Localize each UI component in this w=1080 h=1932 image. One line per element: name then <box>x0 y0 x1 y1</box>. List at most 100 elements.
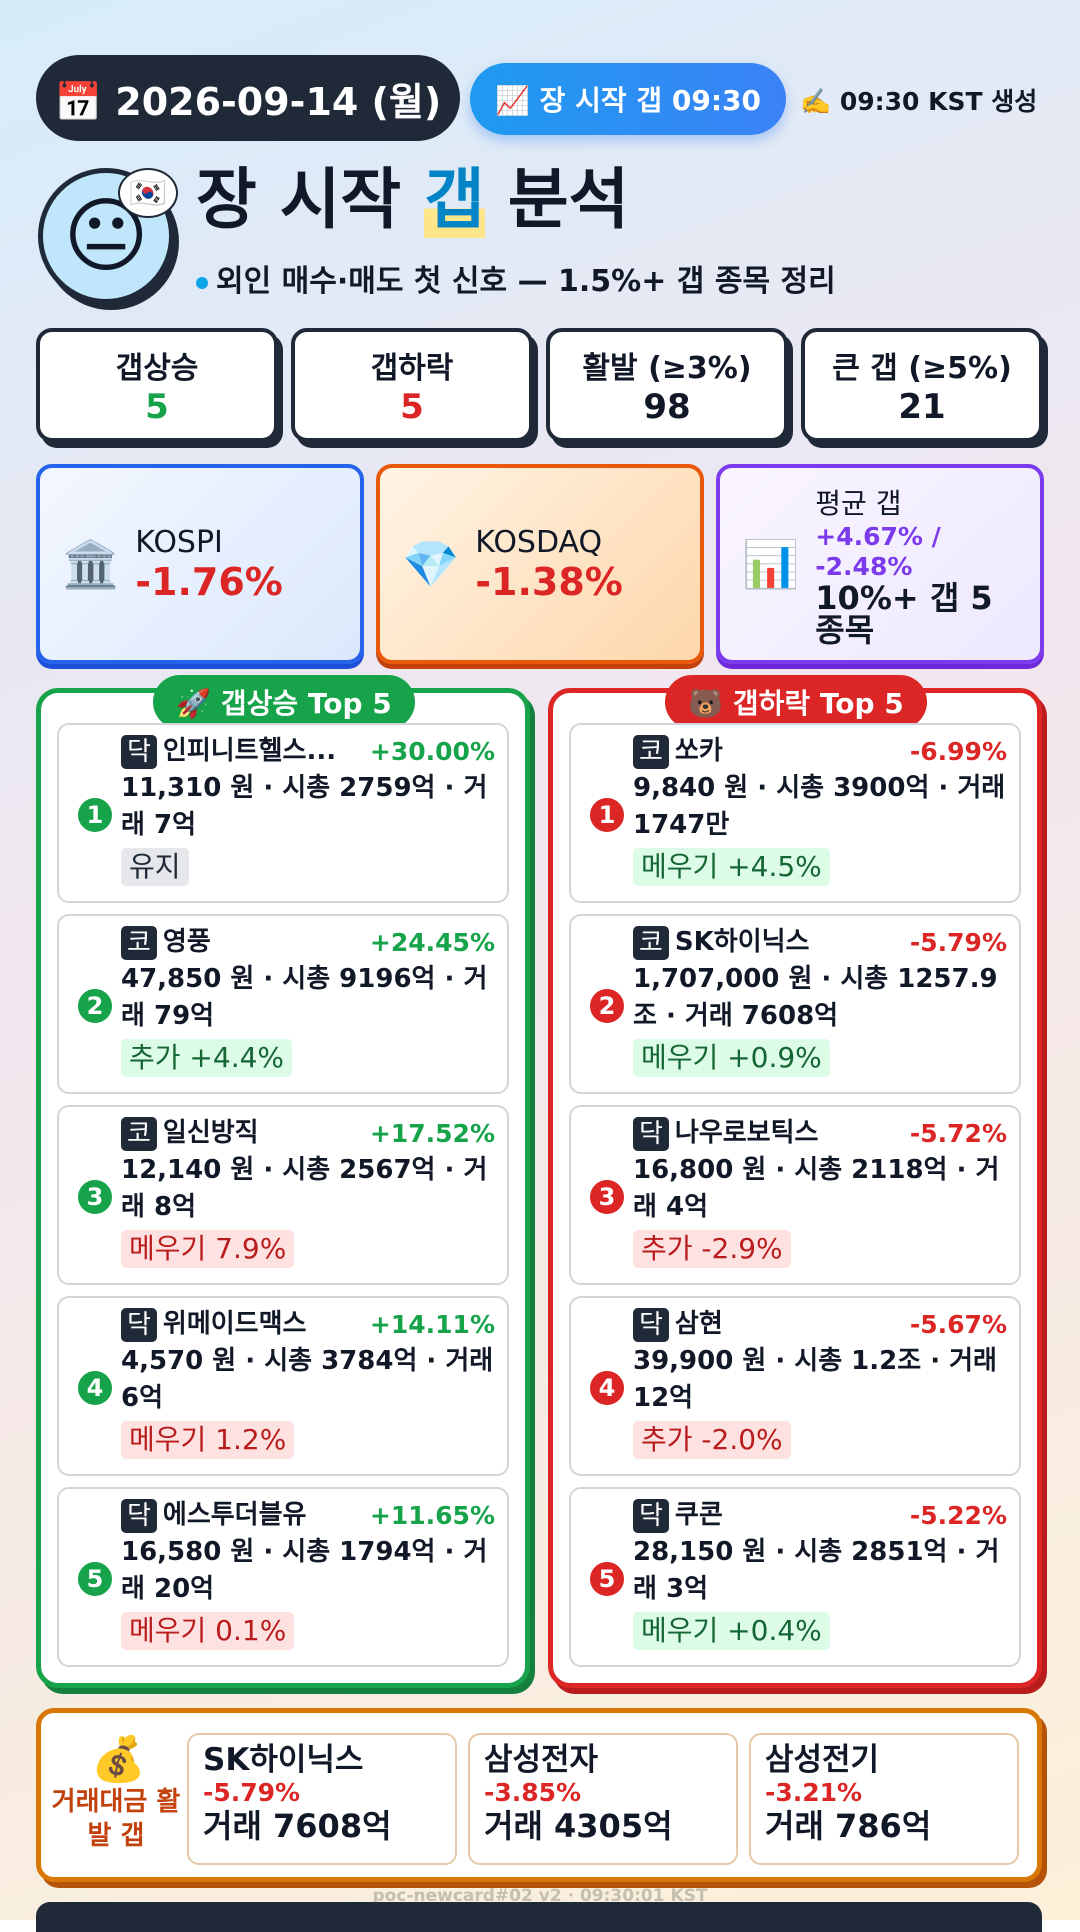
item-head: 코 쏘카 -6.99% <box>633 733 1007 770</box>
time-badge: 📈 장 시작 갭 09:30 <box>470 63 786 135</box>
stock-detail: 9,840 원 · 시총 3900억 · 거래 1747만 <box>633 773 1006 840</box>
volume-item: SK하이닉스 -5.79% 거래 7608억 <box>187 1733 457 1865</box>
stock-detail: 16,580 원 · 시총 1794억 · 거래 20억 <box>121 1537 488 1604</box>
rank-badge: 3 <box>587 1177 627 1217</box>
item-head: 닥 인피니트헬스... +30.00% <box>121 733 495 770</box>
volume-item: 삼성전자 -3.85% 거래 4305억 <box>468 1733 738 1865</box>
stock-detail: 39,900 원 · 시총 1.2조 · 거래 12억 <box>633 1346 997 1413</box>
market-badge: 닥 <box>121 1498 157 1533</box>
item-body: 코 일신방직 +17.52% 12,140 원 · 시총 2567억 · 거래 8억 메… <box>121 1115 495 1269</box>
rank-badge: 2 <box>587 986 627 1026</box>
stock-change: -5.67% <box>909 1310 1007 1339</box>
item-head: 닥 삼현 -5.67% <box>633 1306 1007 1343</box>
gap-tag: 메우기 1.2% <box>121 1421 295 1459</box>
volume-name: 삼성전기 <box>765 1742 880 1778</box>
rank-badge: 4 <box>587 1368 627 1408</box>
stat-label: 갭상승 <box>115 351 199 386</box>
title-highlight: 갭 <box>424 161 485 238</box>
stock-name: 일신방직 <box>162 1118 259 1148</box>
date-pill: 📅 2026-09-14 (월) <box>36 55 460 141</box>
volume-name: SK하이닉스 <box>203 1742 364 1778</box>
column-title: 🐻 갭하락 Top 5 <box>665 675 927 729</box>
volume-amount: 거래 4305억 <box>484 1807 673 1845</box>
market-badge: 닥 <box>121 734 157 769</box>
item-body: 닥 인피니트헬스... +30.00% 11,310 원 · 시총 2759억 · 거… <box>121 733 495 887</box>
rank-badge: 1 <box>587 795 627 835</box>
item-head: 코 SK하이닉스 -5.79% <box>633 924 1007 961</box>
gap-tag: 메우기 +0.4% <box>633 1612 830 1650</box>
stock-name: 에스투더블유 <box>162 1500 307 1530</box>
market-badge: 닥 <box>121 1307 157 1342</box>
stock-change: +30.00% <box>369 737 495 766</box>
stat-label: 큰 갭 (≥5%) <box>832 351 1012 386</box>
bullet <box>196 276 208 289</box>
stock-item: 4 닥 위메이드맥스 +14.11% 4,570 원 · 시총 3784억 · 거래 6… <box>57 1296 509 1476</box>
gap-tag: 추가 -2.0% <box>633 1421 791 1459</box>
item-head: 닥 쿠콘 -5.22% <box>633 1497 1007 1534</box>
index-name: KOSDAQ <box>475 524 603 560</box>
stock-name: 위메이드맥스 <box>162 1309 307 1339</box>
market-badge: 코 <box>121 1116 157 1151</box>
stock-item: 5 닥 쿠콘 -5.22% 28,150 원 · 시총 2851억 · 거래 3억 메우기… <box>569 1487 1021 1667</box>
stock-detail: 11,310 원 · 시총 2759억 · 거래 7억 <box>121 773 488 840</box>
stock-detail: 47,850 원 · 시총 9196억 · 거래 79억 <box>121 964 488 1031</box>
item-body: 코 SK하이닉스 -5.79% 1,707,000 원 · 시총 1257.9조 · … <box>633 924 1007 1078</box>
volume-title: 거래대금 활발 갭 <box>51 1787 181 1851</box>
item-head: 닥 에스투더블유 +11.65% <box>121 1497 495 1534</box>
footer: poc-newcard#02 v2 · 09:30:01 KST <box>372 1886 708 1906</box>
market-badge: 닥 <box>633 1116 669 1151</box>
stock-name: 쏘카 <box>674 736 723 766</box>
stock-item: 3 코 일신방직 +17.52% 12,140 원 · 시총 2567억 · 거래 8억… <box>57 1105 509 1285</box>
item-head: 코 영풍 +24.45% <box>121 924 495 961</box>
index-text: KOSDAQ -1.38% <box>475 525 623 604</box>
stock-detail: 16,800 원 · 시총 2118억 · 거래 4억 <box>633 1155 1000 1222</box>
column: 🚀 갭상승 Top 5 1 닥 인피니트헬스... +30.00% 11,310 원 · … <box>36 675 530 1688</box>
rank-badge: 2 <box>75 986 115 1026</box>
stat-card: 큰 갭 (≥5%) 21 <box>801 328 1043 442</box>
volume-icon: 💰 <box>91 1734 146 1785</box>
item-body: 닥 나우로보틱스 -5.72% 16,800 원 · 시총 2118억 · 거래 4억… <box>633 1115 1007 1269</box>
item-head: 닥 나우로보틱스 -5.72% <box>633 1115 1007 1152</box>
stock-name: 쿠콘 <box>674 1500 723 1530</box>
gap-tag: 추가 -2.9% <box>633 1230 791 1268</box>
gap-tag: 유지 <box>121 848 189 886</box>
bottom-bar <box>36 1902 1042 1932</box>
stock-change: +14.11% <box>369 1310 495 1339</box>
rank-badge: 4 <box>75 1368 115 1408</box>
market-badge: 코 <box>633 734 669 769</box>
stock-name: 영풍 <box>162 927 211 957</box>
volume-amount: 거래 786억 <box>765 1807 932 1845</box>
generated-time: ✍️ 09:30 KST 생성 <box>800 87 1038 116</box>
stat-value: 5 <box>400 387 424 427</box>
avg-value: +4.67% / -2.48% <box>815 522 941 581</box>
volume-card: 💰 거래대금 활발 갭 SK하이닉스 -5.79% 거래 7608억 삼성전자 -3.85%… <box>36 1708 1042 1882</box>
volume-change: -3.21% <box>765 1778 863 1807</box>
stock-change: -5.72% <box>909 1119 1007 1148</box>
item-body: 닥 쿠콘 -5.22% 28,150 원 · 시총 2851억 · 거래 3억 메우기 … <box>633 1497 1007 1651</box>
avg-text: 평균 갭 +4.67% / -2.48% 10%+ 갭 5종목 <box>815 482 1018 646</box>
avg-card: 📊 평균 갭 +4.67% / -2.48% 10%+ 갭 5종목 <box>716 464 1044 664</box>
market-badge: 코 <box>121 925 157 960</box>
market-badge: 닥 <box>633 1498 669 1533</box>
item-body: 닥 위메이드맥스 +14.11% 4,570 원 · 시총 3784억 · 거래 6억… <box>121 1306 495 1460</box>
volume-name: 삼성전자 <box>484 1742 599 1778</box>
gap-tag: 메우기 0.1% <box>121 1612 295 1650</box>
rank-badge: 5 <box>587 1559 627 1599</box>
stat-card: 갭상승 5 <box>36 328 278 442</box>
stock-change: +17.52% <box>369 1119 495 1148</box>
stock-name: 삼현 <box>674 1309 723 1339</box>
index-text: KOSPI -1.76% <box>135 525 283 604</box>
stock-change: +24.45% <box>369 928 495 957</box>
index-icon: 🏛️ <box>62 536 120 591</box>
rank-badge: 5 <box>75 1559 115 1599</box>
stock-item: 2 코 영풍 +24.45% 47,850 원 · 시총 9196억 · 거래 79억 추… <box>57 914 509 1094</box>
column: 🐻 갭하락 Top 5 1 코 쏘카 -6.99% 9,840 원 · 시총 3900억 … <box>548 675 1042 1688</box>
rank-badge: 1 <box>75 795 115 835</box>
index-name: KOSPI <box>135 524 223 560</box>
stock-item: 1 코 쏘카 -6.99% 9,840 원 · 시총 3900억 · 거래 1747만 메… <box>569 723 1021 903</box>
stat-value: 21 <box>898 387 946 427</box>
stat-card: 활발 (≥3%) 98 <box>546 328 788 442</box>
index-change: -1.38% <box>475 559 623 604</box>
index-card: 💎 KOSDAQ -1.38% <box>376 464 704 664</box>
